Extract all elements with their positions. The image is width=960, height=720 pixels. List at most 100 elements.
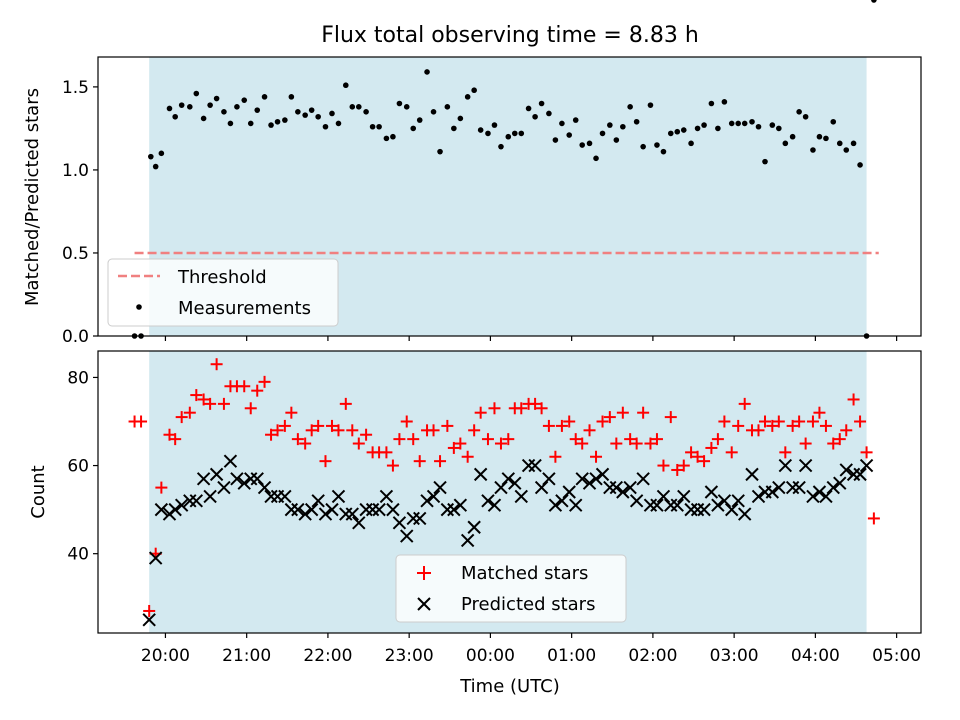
matched-star-point xyxy=(441,419,454,432)
predicted-star-point xyxy=(542,472,556,486)
matched-star-point xyxy=(833,433,846,446)
predicted-star-point xyxy=(772,480,786,495)
matched-star-point xyxy=(299,437,312,450)
matched-star-point xyxy=(542,419,555,432)
measurement-point xyxy=(158,150,165,157)
matched-star-point xyxy=(596,415,609,428)
predicted-star-point xyxy=(291,502,305,517)
measurement-point xyxy=(511,130,518,137)
predicted-star-point xyxy=(717,494,732,508)
predicted-star-point xyxy=(244,472,258,486)
predicted-star-point xyxy=(433,480,447,495)
predicted-star-point xyxy=(521,458,536,473)
predicted-star-point xyxy=(548,498,563,512)
measurement-point xyxy=(241,97,248,103)
measurement-point xyxy=(816,133,823,140)
predicted-star-point xyxy=(534,480,549,495)
measurement-point xyxy=(701,122,707,128)
measurement-point xyxy=(532,113,538,120)
predicted-star-point xyxy=(697,502,711,517)
matched-star-point xyxy=(759,415,772,428)
measurement-point xyxy=(715,125,721,132)
matched-star-point xyxy=(813,406,826,419)
matched-legend-swatch xyxy=(417,566,431,580)
predicted-star-point xyxy=(392,516,407,530)
predicted-star-point xyxy=(494,480,508,495)
matched-star-point xyxy=(468,424,481,437)
predicted-star-point xyxy=(785,480,800,495)
predicted-star-point xyxy=(582,476,597,490)
measurement-point xyxy=(464,94,471,100)
measurement-point xyxy=(302,112,308,118)
predicted-star-point xyxy=(859,458,874,473)
matched-star-point xyxy=(603,411,616,424)
measurement-point xyxy=(457,115,464,122)
x-tick-label: 05:00 xyxy=(872,646,921,666)
bottom-y-tick-label: 40 xyxy=(67,545,89,565)
predicted-star-point xyxy=(765,485,780,499)
measurement-point xyxy=(390,133,396,140)
matched-star-point xyxy=(698,455,711,468)
predicted-star-point xyxy=(372,502,386,517)
predicted-star-point xyxy=(555,494,569,508)
matched-star-point xyxy=(529,397,542,410)
predicted-star-point xyxy=(203,489,217,504)
measurement-point xyxy=(363,109,369,115)
predicted-star-point xyxy=(737,507,752,521)
predicted-star-point xyxy=(643,498,658,512)
predicted-star-point xyxy=(508,476,522,490)
matched-star-point xyxy=(827,437,840,450)
predicted-star-point xyxy=(148,551,163,565)
matched-star-point xyxy=(291,433,304,446)
matched-star-point xyxy=(400,415,413,428)
measurement-point xyxy=(424,69,430,75)
predicted-star-point xyxy=(501,472,515,486)
x-tick-label: 04:00 xyxy=(791,646,840,666)
predicted-star-point xyxy=(487,498,502,512)
matched-star-point xyxy=(725,446,738,459)
matched-star-point xyxy=(135,415,148,428)
matched-star-point xyxy=(461,450,474,463)
measurement-point xyxy=(383,135,390,142)
matched-star-point xyxy=(793,415,806,428)
bottom-y-tick-label: 60 xyxy=(67,457,89,477)
predicted-star-point xyxy=(724,502,739,517)
predicted-star-point xyxy=(656,489,671,504)
matched-star-point xyxy=(711,433,724,446)
measurement-point xyxy=(471,87,477,94)
predicted-star-point xyxy=(481,494,495,508)
matched-star-point xyxy=(779,446,792,459)
predicted-star-point xyxy=(460,533,475,548)
measurement-point xyxy=(654,142,660,148)
predicted-star-point xyxy=(440,502,455,517)
predicted-star-point xyxy=(339,507,353,521)
predicted-star-point xyxy=(325,502,339,517)
measurement-point xyxy=(410,125,417,132)
measurement-point xyxy=(674,128,681,135)
matched-star-point xyxy=(583,424,596,437)
measurement-point xyxy=(444,104,451,110)
predicted-star-point xyxy=(819,489,833,504)
predicted-star-point xyxy=(711,498,725,512)
predicted-star-point xyxy=(853,467,867,482)
x-axis-label: Time (UTC) xyxy=(459,676,560,697)
predicted-star-point xyxy=(189,494,204,508)
measurement-point xyxy=(172,113,178,120)
measurement-point xyxy=(403,104,410,110)
measurement-point xyxy=(268,122,274,128)
predicted-star-point xyxy=(311,494,325,508)
measurement-point xyxy=(261,94,268,100)
matched-star-point xyxy=(494,437,507,450)
matched-star-point xyxy=(346,424,359,437)
measurement-point xyxy=(776,125,782,132)
predicted-star-point xyxy=(183,494,197,508)
matched-star-point xyxy=(217,397,230,410)
measurement-point xyxy=(213,95,220,102)
matched-star-point xyxy=(175,411,188,424)
matched-star-point xyxy=(251,384,264,397)
predicted-star-point xyxy=(298,507,312,521)
predicted-star-point xyxy=(217,480,231,495)
predicted-star-point xyxy=(589,472,603,486)
matched-star-point xyxy=(738,397,751,410)
matched-star-point xyxy=(535,402,548,415)
